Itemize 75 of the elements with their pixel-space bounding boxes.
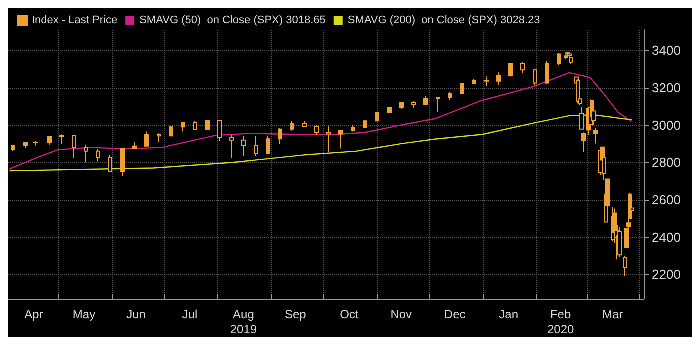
candlestick xyxy=(169,126,173,137)
candlestick xyxy=(302,120,307,128)
candlestick xyxy=(436,96,440,113)
candlestick xyxy=(84,144,88,164)
candlestick xyxy=(229,135,234,160)
candlestick xyxy=(72,135,76,158)
y-tick-label: 3000 xyxy=(652,118,681,133)
y-tick-label: 3200 xyxy=(652,80,681,96)
candlestick xyxy=(11,144,15,152)
candlestick xyxy=(59,134,64,144)
candlestick xyxy=(533,68,537,86)
legend-label: SMAVG (200) on Close (SPX) 3028.23 xyxy=(348,14,540,26)
candlestick xyxy=(205,120,210,130)
x-tick-label: Sep xyxy=(284,308,307,322)
x-tick-label: Dec xyxy=(444,308,466,322)
x-tick-label: Apr xyxy=(24,308,44,322)
candlestick xyxy=(266,136,270,155)
candlestick xyxy=(290,121,294,132)
candlestick xyxy=(484,76,489,87)
x-tick-label: May xyxy=(72,308,96,322)
candlestick xyxy=(120,148,125,177)
y-tick-label: 2400 xyxy=(652,230,681,245)
candlestick xyxy=(623,255,627,277)
x-tick-label: Nov xyxy=(390,308,412,322)
candlestick xyxy=(460,82,464,95)
candlestick xyxy=(314,124,319,136)
x-tick-label: Aug 2019 xyxy=(230,308,258,336)
x-tick-label: Mar xyxy=(602,308,624,322)
candlestick xyxy=(181,122,185,132)
legend-label: SMAVG (50) on Close (SPX) 3018.65 xyxy=(140,14,326,26)
candlestick xyxy=(399,102,404,110)
candlestick xyxy=(557,52,561,66)
candlestick xyxy=(411,101,416,109)
candlestick xyxy=(144,131,149,148)
candlestick xyxy=(496,72,501,86)
candlestick xyxy=(579,106,584,130)
x-tick-label: Jan xyxy=(499,308,519,322)
x-tick-label: Jul xyxy=(182,308,198,322)
candlestick xyxy=(193,121,197,130)
candlestick xyxy=(241,136,246,157)
candlestick xyxy=(423,96,428,106)
candlestick xyxy=(157,133,161,143)
candlestick xyxy=(326,126,331,153)
candlestick xyxy=(351,124,355,132)
candlestick xyxy=(472,78,476,85)
legend-label: Index - Last Price xyxy=(32,14,118,26)
candlestick xyxy=(132,142,137,150)
candlestick xyxy=(448,92,452,101)
candlestick xyxy=(254,136,258,157)
candlestick xyxy=(581,132,586,153)
candlestick xyxy=(363,120,367,129)
candlestick xyxy=(593,127,598,144)
candlestick xyxy=(520,62,525,74)
x-tick-label: Feb 2020 xyxy=(547,308,574,336)
candlestick xyxy=(387,106,392,114)
candlestick xyxy=(217,120,222,142)
line-series xyxy=(9,72,632,170)
x-tick-label: Jun xyxy=(126,308,146,322)
candlestick xyxy=(96,149,100,162)
candlestick xyxy=(545,60,549,85)
candlestick xyxy=(338,129,343,150)
y-tick-label: 2800 xyxy=(652,155,681,170)
line-series xyxy=(9,114,632,172)
candlestick xyxy=(278,128,282,144)
candlestick xyxy=(33,140,38,146)
x-tick-label: Oct xyxy=(340,308,360,322)
y-tick-label: 3400 xyxy=(652,43,681,58)
candlestick xyxy=(108,154,112,172)
candlestick xyxy=(47,136,52,146)
candlestick xyxy=(375,112,379,122)
y-tick-label: 2600 xyxy=(652,192,681,208)
candlestick xyxy=(617,226,622,258)
y-tick-label: 2200 xyxy=(652,267,681,282)
candlestick xyxy=(508,63,513,78)
candlestick xyxy=(23,142,28,150)
